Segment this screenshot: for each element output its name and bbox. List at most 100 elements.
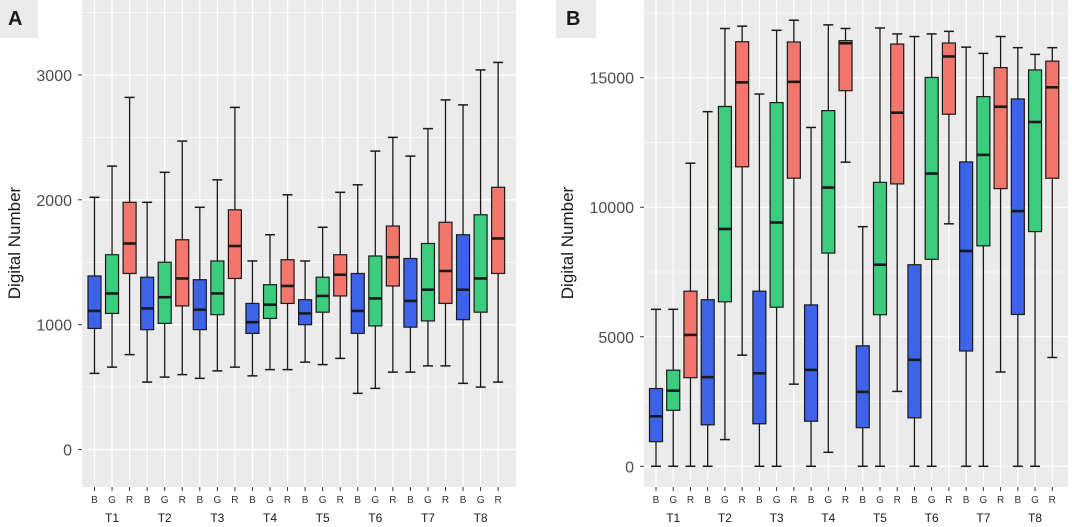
x-tick-label-channel: R (739, 495, 746, 506)
box-t4-r (838, 27, 853, 163)
box-t5-g (315, 226, 330, 366)
box-t1-b (87, 196, 102, 375)
iqr-box (175, 239, 190, 307)
y-tick-label: 0 (63, 443, 72, 460)
panel-b-boxes (648, 19, 1060, 468)
panel-b-y-axis: 0 5000 10000 15000 (590, 71, 644, 476)
y-tick-label: 2000 (36, 193, 72, 210)
x-tick-label-channel: G (161, 495, 169, 506)
box-t7-b (959, 46, 974, 468)
box-t5-g (872, 27, 888, 468)
x-tick-label-channel: B (354, 495, 361, 506)
x-group-label: T3 (210, 511, 224, 525)
x-tick-label-channel: R (894, 495, 901, 506)
box-t6-b (350, 184, 365, 395)
iqr-box (227, 209, 242, 280)
x-group-label: T8 (474, 511, 488, 525)
box-t4-g (821, 24, 836, 454)
x-group-label: T8 (1028, 511, 1042, 525)
panel-b-tag: B (566, 8, 580, 30)
x-tick-label-channel: B (91, 495, 98, 506)
iqr-box (769, 101, 784, 308)
iqr-box (959, 161, 974, 352)
iqr-box (924, 76, 939, 260)
x-group-label: T7 (976, 511, 990, 525)
y-tick-label: 1000 (36, 318, 72, 335)
x-tick-label-channel: G (669, 495, 677, 506)
iqr-box (1045, 60, 1060, 179)
box-t7-g (976, 52, 991, 468)
x-tick-label-channel: G (928, 495, 936, 506)
x-tick-label-channel: B (302, 495, 309, 506)
box-t2-g (717, 27, 733, 441)
box-t8-g (473, 69, 488, 388)
x-tick-label-channel: B (144, 495, 151, 506)
box-t3-g (769, 29, 784, 468)
x-group-label: T6 (368, 511, 382, 525)
x-tick-label-channel: G (721, 495, 729, 506)
y-tick-label: 3000 (36, 68, 72, 85)
x-group-label: T3 (770, 511, 784, 525)
x-tick-label-channel: B (460, 495, 467, 506)
iqr-box (993, 67, 1008, 190)
x-tick-label-channel: R (284, 495, 291, 506)
x-tick-label-channel: B (407, 495, 414, 506)
panel-a-boxes (87, 61, 506, 395)
iqr-box (140, 276, 155, 331)
iqr-box (122, 201, 137, 275)
panel-a-tag: A (8, 8, 22, 30)
y-tick-label: 15000 (590, 71, 635, 88)
x-tick-label-channel: R (179, 495, 186, 506)
x-tick-label-channel: G (319, 495, 327, 506)
x-tick-label-channel: B (808, 495, 815, 506)
iqr-box (245, 302, 260, 335)
box-t8-r (491, 61, 506, 383)
box-t6-r (941, 30, 957, 225)
iqr-box (87, 275, 102, 330)
iqr-box (976, 96, 991, 247)
iqr-box (838, 40, 853, 92)
x-tick-label-channel: R (337, 495, 344, 506)
x-tick-label-channel: G (477, 495, 485, 506)
x-tick-label-channel: B (963, 495, 970, 506)
iqr-box (717, 105, 733, 303)
box-t4-g (262, 234, 278, 371)
x-tick-label-channel: R (389, 495, 396, 506)
x-tick-label-channel: G (266, 495, 274, 506)
box-t2-r (175, 140, 190, 376)
box-t8-r (1045, 46, 1060, 359)
iqr-box (907, 264, 922, 419)
x-group-label: T2 (718, 511, 732, 525)
box-t7-r (993, 35, 1008, 373)
x-tick-label-channel: B (704, 495, 711, 506)
box-t3-b (752, 93, 767, 468)
box-t7-g (420, 127, 436, 367)
iqr-box (491, 186, 506, 275)
box-t6-g (368, 150, 383, 390)
box-t6-r (385, 136, 400, 373)
x-tick-label-channel: G (371, 495, 379, 506)
iqr-box (855, 345, 870, 429)
x-group-label: T7 (421, 511, 435, 525)
iqr-box (872, 181, 888, 316)
box-t5-r (890, 33, 905, 393)
x-tick-label-channel: R (790, 495, 797, 506)
x-tick-label-channel: R (126, 495, 133, 506)
x-tick-label-channel: R (495, 495, 502, 506)
x-group-label: T5 (316, 511, 330, 525)
iqr-box (350, 272, 365, 335)
box-t3-b (192, 206, 207, 380)
iqr-box (104, 254, 120, 315)
box-t6-b (907, 35, 922, 468)
iqr-box (803, 304, 819, 422)
x-tick-label-channel: R (945, 495, 952, 506)
box-t1-r (122, 96, 137, 356)
iqr-box (941, 42, 957, 115)
iqr-box (157, 261, 172, 325)
box-t2-g (157, 171, 172, 378)
x-tick-label-channel: R (231, 495, 238, 506)
x-group-label: T4 (821, 511, 835, 525)
iqr-box (786, 41, 801, 179)
panel-a-tag-background (0, 0, 38, 38)
